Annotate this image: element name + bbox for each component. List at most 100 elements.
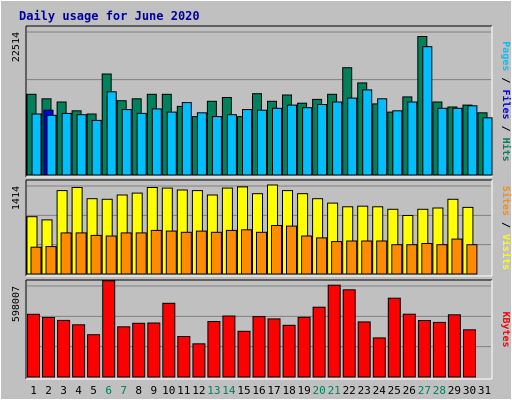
x-tick-label: 19: [297, 384, 310, 397]
x-tick-label: 7: [120, 384, 127, 397]
panel-hits_files_pages: 22514 Pages / Files / Hits: [11, 25, 512, 178]
bar-pages-day-17: [272, 107, 282, 176]
bar-kbytes-day-6: [102, 280, 116, 378]
bar-sites-day-16: [256, 231, 267, 275]
bar-pages-day-11: [181, 102, 192, 176]
bar-pages-day-3: [61, 112, 72, 176]
x-tick-label: 18: [282, 384, 295, 397]
bar-pages-day-2: [46, 114, 57, 176]
bar-pages-day-10: [166, 111, 177, 176]
bar-sites-day-28: [436, 244, 448, 275]
bar-kbytes-day-12: [192, 343, 206, 378]
bar-pages-day-7: [121, 109, 132, 176]
bar-sites-day-10: [165, 230, 177, 275]
y-axis-max-label: 598007: [11, 286, 22, 322]
bar-pages-day-20: [317, 104, 328, 176]
x-tick-label: 28: [433, 384, 446, 397]
x-tick-label: 14: [222, 384, 236, 397]
bar-kbytes-day-22: [342, 289, 356, 378]
x-tick-label: 24: [373, 384, 387, 397]
bar-sites-day-18: [286, 225, 297, 275]
bar-sites-day-8: [135, 232, 147, 275]
bar-sites-day-21: [331, 241, 343, 275]
x-tick-label: 29: [448, 384, 461, 397]
bar-pages-day-12: [196, 112, 207, 176]
x-tick-label: 4: [75, 384, 82, 397]
series-label-part: Hits: [500, 138, 512, 162]
series-label-part: Pages: [500, 41, 511, 71]
bar-sites-day-26: [406, 244, 418, 275]
bar-pages-day-5: [91, 119, 102, 176]
bar-pages-day-4: [76, 114, 87, 176]
x-tick-label: 11: [177, 384, 190, 397]
bar-kbytes-day-18: [282, 324, 296, 378]
y-axis-max-label: 22514: [11, 32, 22, 62]
series-label-part: /: [500, 71, 511, 89]
chart-panels: 22514 Pages / Files / Hits 1414 Sites / Vis…: [11, 25, 512, 380]
bar-sites-day-6: [105, 235, 117, 275]
bar-sites-day-3: [60, 232, 72, 275]
x-tick-label: 16: [252, 384, 265, 397]
bar-kbytes-day-9: [147, 322, 161, 378]
bar-pages-day-23: [362, 89, 373, 176]
bar-pages-day-8: [136, 112, 147, 176]
bar-kbytes-day-28: [432, 321, 446, 378]
bar-pages-day-14: [226, 114, 237, 176]
bar-sites-day-17: [271, 225, 282, 275]
bar-pages-day-29: [452, 107, 463, 176]
bar-sites-day-1: [30, 246, 42, 275]
x-axis-tick-labels: 1 2 3 4 5 6 7 8 9 10 11 12 13 14 15 16 17 18 19 20 21 22 23 24 2…: [30, 384, 491, 397]
series-label-hits_files_pages: Pages / Files / Hits: [500, 41, 512, 161]
series-label-part: Visits: [500, 234, 512, 270]
bar-sites-day-7: [120, 232, 132, 275]
series-label-part: /: [500, 120, 511, 138]
bar-kbytes-day-14: [222, 315, 236, 378]
x-tick-label: 31: [478, 384, 491, 397]
bar-sites-day-9: [150, 229, 162, 275]
bar-pages-day-24: [377, 98, 388, 176]
bar-sites-day-30: [466, 244, 478, 275]
bar-kbytes-day-20: [312, 306, 326, 378]
bar-kbytes-day-11: [177, 336, 191, 378]
x-tick-label: 13: [207, 384, 220, 397]
bar-kbytes-day-26: [402, 313, 416, 378]
bar-kbytes-day-16: [252, 316, 266, 378]
x-tick-label: 26: [403, 384, 416, 397]
x-tick-label: 15: [237, 384, 250, 397]
bar-pages-day-21: [332, 101, 343, 176]
bar-sites-day-22: [346, 240, 358, 275]
bar-pages-day-31: [482, 117, 493, 176]
bar-pages-day-28: [437, 107, 448, 176]
bar-kbytes-day-30: [463, 329, 476, 378]
chart-title: Daily usage for June 2020: [19, 9, 200, 23]
x-tick-label: 23: [358, 384, 371, 397]
bar-pages-day-6: [106, 91, 117, 176]
bar-kbytes-day-24: [372, 337, 386, 378]
bar-sites-day-29: [451, 238, 463, 275]
bar-pages-day-1: [31, 113, 42, 176]
bar-pages-day-13: [211, 116, 222, 176]
bar-sites-day-11: [180, 231, 192, 275]
bar-kbytes-day-4: [72, 324, 86, 378]
x-tick-label: 3: [60, 384, 67, 397]
bar-sites-day-25: [391, 244, 403, 275]
bar-sites-day-12: [195, 230, 207, 275]
bar-pages-day-25: [392, 110, 403, 176]
panel-kbytes: 598007 KBytes: [11, 279, 511, 380]
bar-kbytes-day-2: [42, 317, 55, 378]
bar-kbytes-day-8: [132, 322, 146, 378]
bar-pages-day-30: [467, 105, 478, 176]
x-tick-label: 2: [45, 384, 52, 397]
bar-pages-day-18: [287, 104, 297, 176]
x-tick-label: 27: [418, 384, 431, 397]
bar-pages-day-19: [302, 107, 313, 176]
bar-pages-day-15: [242, 109, 252, 176]
x-tick-label: 10: [162, 384, 175, 397]
bar-kbytes-day-10: [162, 302, 176, 378]
bar-sites-day-27: [421, 243, 433, 275]
bar-kbytes-day-21: [327, 284, 341, 378]
series-label-kbytes: KBytes: [500, 311, 511, 347]
bar-kbytes-day-29: [447, 314, 461, 378]
x-tick-label: 22: [343, 384, 356, 397]
